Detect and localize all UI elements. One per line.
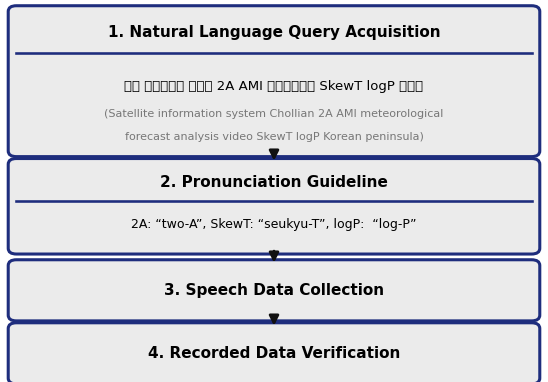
FancyBboxPatch shape — [8, 260, 540, 321]
FancyBboxPatch shape — [8, 323, 540, 382]
Text: (Satellite information system Chollian 2A AMI meteorological: (Satellite information system Chollian 2… — [104, 109, 444, 119]
Text: 2. Pronunciation Guideline: 2. Pronunciation Guideline — [160, 175, 388, 190]
FancyBboxPatch shape — [8, 159, 540, 254]
Text: forecast analysis video SkewT logP Korean peninsula): forecast analysis video SkewT logP Korea… — [124, 132, 424, 142]
Text: 3. Speech Data Collection: 3. Speech Data Collection — [164, 283, 384, 298]
Text: 1. Natural Language Query Acquisition: 1. Natural Language Query Acquisition — [108, 25, 440, 40]
Text: 위성 정보시스템 천리안 2A AMI 예보분석영상 SkewT logP 한반도: 위성 정보시스템 천리안 2A AMI 예보분석영상 SkewT logP 한반… — [124, 80, 424, 93]
FancyBboxPatch shape — [8, 6, 540, 157]
Text: 2A: “two-A”, SkewT: “seukyu-T”, logP:  “log-P”: 2A: “two-A”, SkewT: “seukyu-T”, logP: “l… — [132, 218, 416, 231]
Text: 4. Recorded Data Verification: 4. Recorded Data Verification — [148, 346, 400, 361]
